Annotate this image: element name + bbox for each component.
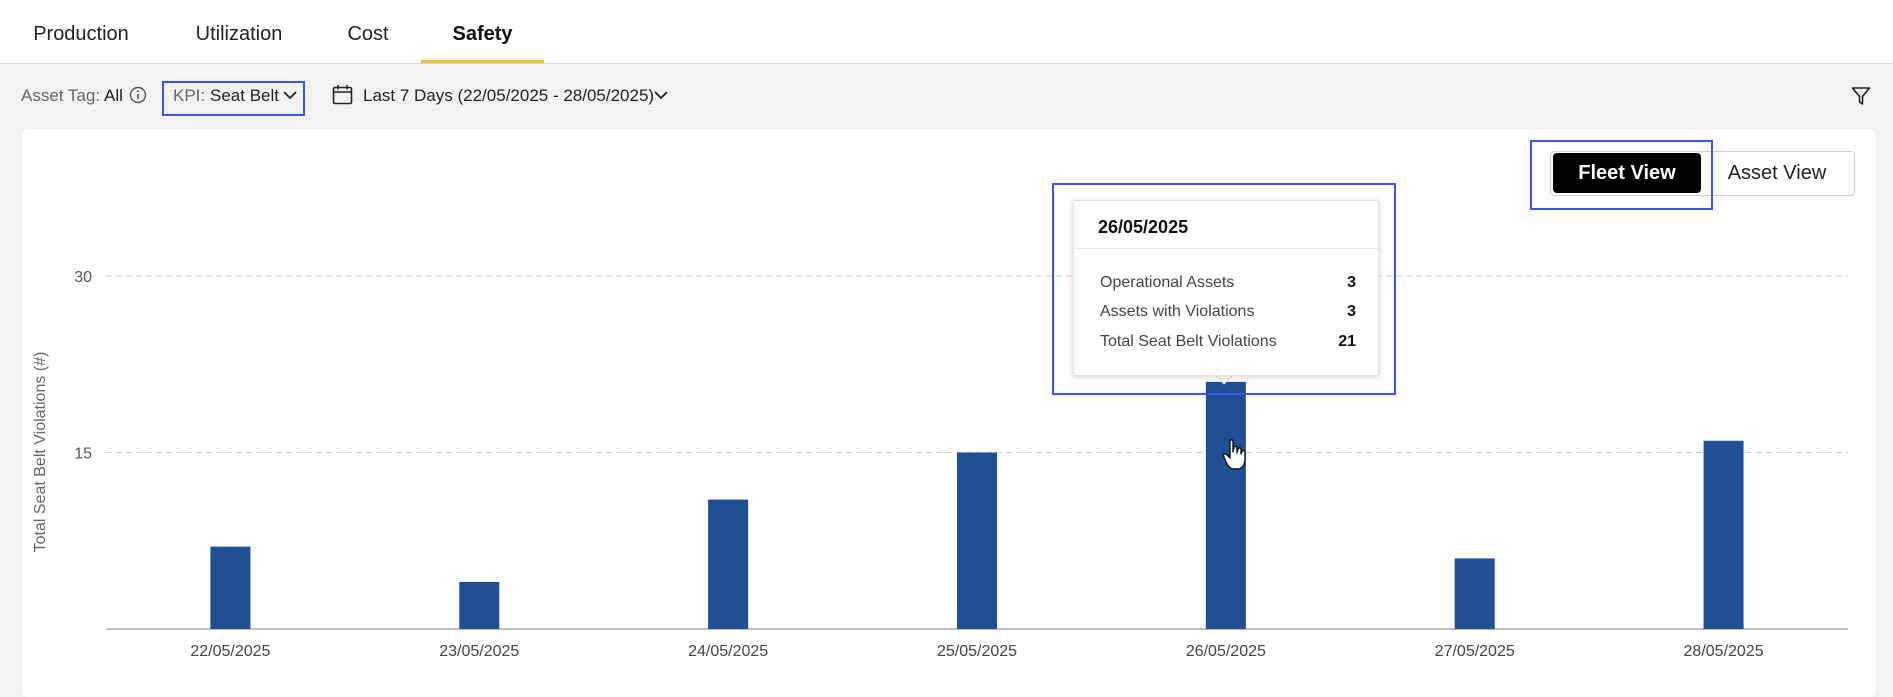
tooltip-divider (1074, 248, 1380, 249)
kpi-dropdown-highlight[interactable] (162, 81, 305, 116)
tooltip-row-total-violations: Total Seat Belt Violations 21 (1100, 333, 1356, 351)
chart-tooltip: 26/05/2025 Operational Assets 3 Assets w… (1073, 200, 1380, 376)
filter-icon[interactable] (1851, 86, 1871, 106)
tab-production[interactable]: Production (33, 23, 129, 45)
x-tick-label: 24/05/2025 (688, 643, 768, 660)
calendar-icon[interactable] (332, 84, 353, 105)
y-tick-label: 15 (74, 446, 92, 463)
tooltip-row-label: Assets with Violations (1100, 303, 1255, 320)
asset-tag-value[interactable]: All (104, 86, 123, 105)
bar (1454, 558, 1495, 629)
tab-bar: Production Utilization Cost Safety (0, 0, 1893, 64)
hand-cursor-icon (1222, 439, 1246, 470)
tooltip-row-label: Total Seat Belt Violations (1100, 333, 1277, 350)
tooltip-row-value: 3 (1347, 303, 1356, 320)
x-tick-label: 26/05/2025 (1186, 643, 1266, 660)
tooltip-row-value: 3 (1347, 274, 1356, 291)
date-range-value[interactable]: Last 7 Days (22/05/2025 - 28/05/2025) (363, 86, 655, 105)
tooltip-highlight (1052, 183, 1396, 395)
tab-cost[interactable]: Cost (347, 23, 389, 45)
tooltip-row-operational: Operational Assets 3 (1100, 274, 1356, 292)
x-tick-label: 23/05/2025 (439, 643, 519, 660)
tab-utilization[interactable]: Utilization (195, 23, 283, 45)
asset-view-button[interactable]: Asset View (1727, 162, 1827, 184)
y-axis-label: Total Seat Belt Violations (#) (32, 352, 49, 553)
tooltip-date: 26/05/2025 (1098, 217, 1189, 237)
fleet-view-button[interactable]: Fleet View (1553, 153, 1701, 193)
tooltip-row-label: Operational Assets (1100, 274, 1235, 291)
x-tick-label: 28/05/2025 (1684, 643, 1764, 660)
kpi-label: KPI: (173, 86, 206, 105)
tooltip-row-violations-assets: Assets with Violations 3 (1100, 303, 1356, 321)
fleet-view-highlight (1530, 140, 1713, 210)
bar (957, 452, 997, 629)
filter-bar: Asset Tag: All KPI: Seat Belt Last 7 Day… (0, 64, 1893, 128)
bar (1703, 440, 1744, 629)
bar (210, 546, 251, 629)
chevron-down-icon[interactable] (283, 90, 297, 100)
x-tick-label: 27/05/2025 (1435, 643, 1515, 660)
asset-tag-label: Asset Tag: (21, 86, 101, 105)
tab-safety[interactable]: Safety (421, 0, 544, 63)
kpi-value[interactable]: Seat Belt (210, 86, 279, 105)
y-tick-label: 30 (74, 269, 92, 286)
tooltip-row-value: 21 (1338, 333, 1356, 350)
bar (459, 581, 500, 629)
chart-card (22, 129, 1876, 697)
info-icon[interactable] (129, 86, 147, 104)
x-tick-label: 25/05/2025 (937, 643, 1017, 660)
x-tick-label: 22/05/2025 (190, 643, 270, 660)
bar (1205, 381, 1246, 629)
bar (708, 499, 749, 629)
chevron-down-icon[interactable] (654, 90, 668, 100)
